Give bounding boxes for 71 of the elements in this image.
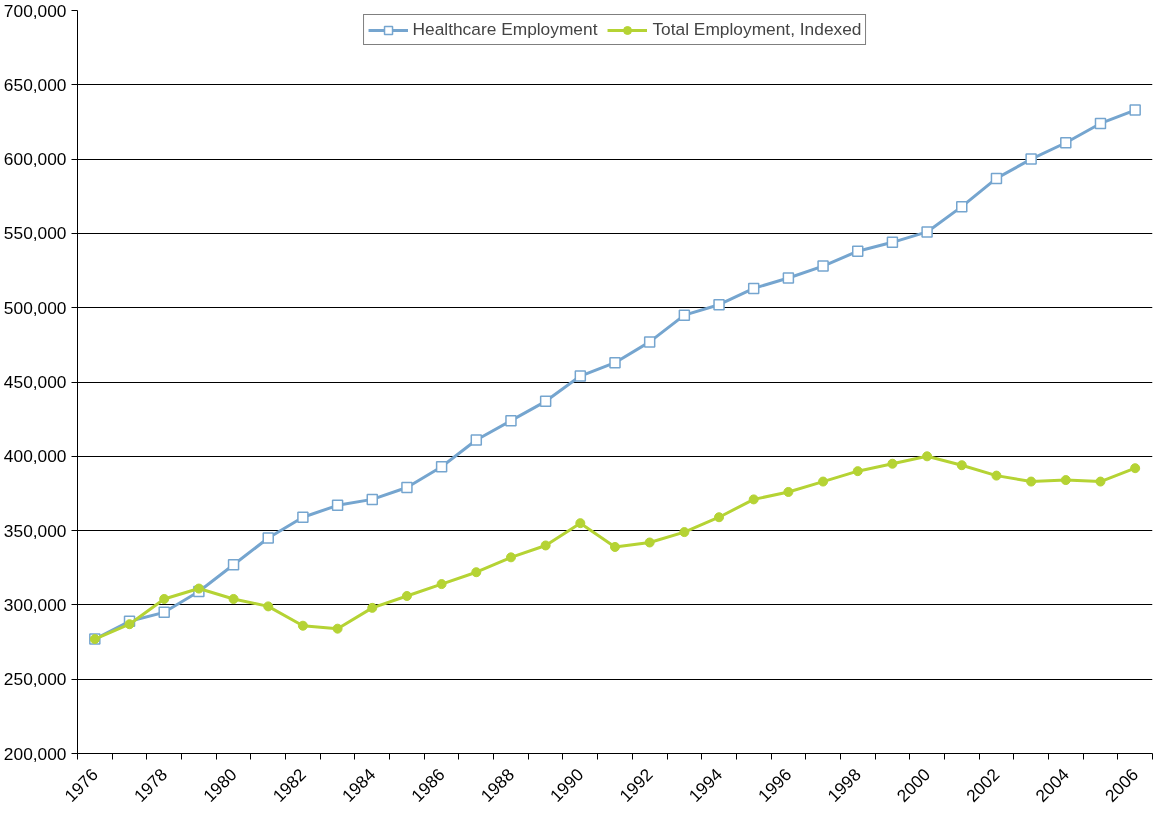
point — [1060, 475, 1071, 486]
y-tick-label: 200,000 — [3, 743, 67, 764]
point — [1026, 476, 1037, 487]
y-tick-label: 450,000 — [3, 372, 67, 392]
point — [193, 583, 204, 594]
point — [886, 236, 899, 249]
point — [436, 579, 447, 590]
point — [1094, 117, 1107, 130]
point — [401, 481, 413, 494]
point — [331, 499, 344, 512]
point — [401, 590, 412, 601]
point — [540, 540, 551, 551]
legend-label: Total Employment, Indexed — [652, 19, 862, 40]
point — [574, 370, 587, 382]
y-tick-label: 350,000 — [3, 520, 67, 541]
point — [470, 434, 483, 446]
point — [158, 606, 170, 619]
point — [367, 602, 378, 613]
point — [297, 620, 308, 631]
point — [852, 466, 863, 477]
point — [956, 200, 968, 213]
point — [539, 395, 552, 408]
point — [991, 470, 1002, 481]
point — [609, 356, 621, 369]
point — [783, 486, 794, 497]
point — [227, 559, 240, 571]
point — [575, 518, 586, 529]
point — [887, 458, 898, 469]
point — [610, 541, 620, 552]
point — [1095, 476, 1106, 487]
point — [748, 494, 759, 505]
y-tick-label: 550,000 — [3, 223, 67, 244]
y-tick-label: 650,000 — [3, 74, 67, 95]
point — [332, 623, 343, 634]
point — [505, 552, 516, 563]
point — [1130, 463, 1141, 474]
point — [228, 593, 239, 604]
point — [990, 172, 1003, 185]
point — [159, 593, 170, 604]
point — [922, 451, 933, 462]
point — [679, 527, 690, 538]
point — [263, 601, 274, 612]
point — [817, 260, 829, 272]
point — [851, 245, 864, 257]
point — [435, 460, 448, 473]
y-tick-label: 500,000 — [3, 297, 67, 318]
point — [643, 336, 656, 348]
y-tick-label: 400,000 — [3, 446, 67, 467]
point — [747, 282, 760, 295]
point — [1060, 137, 1072, 149]
point — [124, 619, 135, 630]
point — [644, 537, 655, 548]
point — [782, 272, 795, 284]
y-tick-label: 600,000 — [3, 149, 67, 170]
point — [1025, 153, 1037, 165]
point — [505, 414, 517, 427]
point — [262, 532, 274, 544]
point — [713, 298, 725, 311]
y-tick-label: 300,000 — [3, 594, 67, 615]
legend-label: Healthcare Employment — [412, 19, 598, 40]
point — [921, 226, 933, 238]
y-tick-label: 250,000 — [3, 669, 67, 690]
point — [366, 493, 379, 506]
point — [818, 476, 829, 487]
point — [297, 511, 309, 523]
point — [714, 512, 725, 523]
point — [1129, 104, 1141, 116]
y-tick-label: 700,000 — [3, 0, 67, 21]
point — [956, 460, 967, 471]
point — [678, 309, 691, 321]
point — [471, 567, 482, 578]
